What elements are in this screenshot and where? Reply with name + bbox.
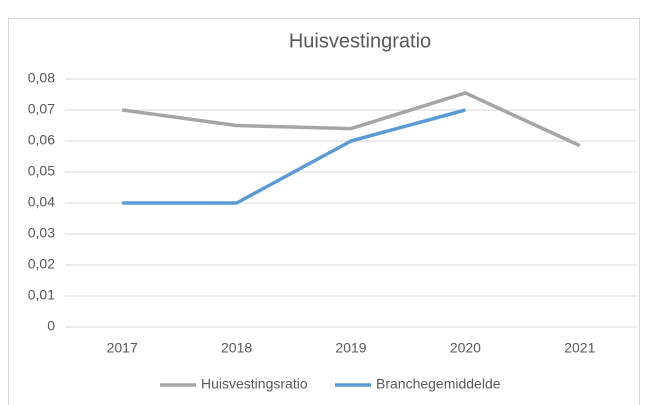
legend-label: Huisvestingsratio <box>201 376 308 392</box>
legend-label: Branchegemiddelde <box>376 376 501 392</box>
y-tick-label: 0,06 <box>28 132 55 148</box>
y-tick-label: 0,02 <box>28 256 55 272</box>
x-tick-label: 2020 <box>450 340 481 356</box>
x-tick-label: 2018 <box>221 340 252 356</box>
x-tick-label: 2019 <box>335 340 366 356</box>
y-tick-label: 0,04 <box>28 194 55 210</box>
series-line <box>122 108 466 205</box>
x-tick-label: 2017 <box>107 340 138 356</box>
y-tick-label: 0,05 <box>28 163 55 179</box>
y-tick-label: 0,08 <box>28 70 55 86</box>
chart-border <box>8 18 640 405</box>
x-tick-label: 2021 <box>564 340 595 356</box>
series-line <box>121 91 581 148</box>
y-tick-label: 0,07 <box>28 101 55 117</box>
y-tick-label: 0 <box>47 318 55 334</box>
y-tick-label: 0,01 <box>28 287 55 303</box>
y-tick-label: 0,03 <box>28 225 55 241</box>
chart-title: Huisvestingratio <box>289 30 431 52</box>
